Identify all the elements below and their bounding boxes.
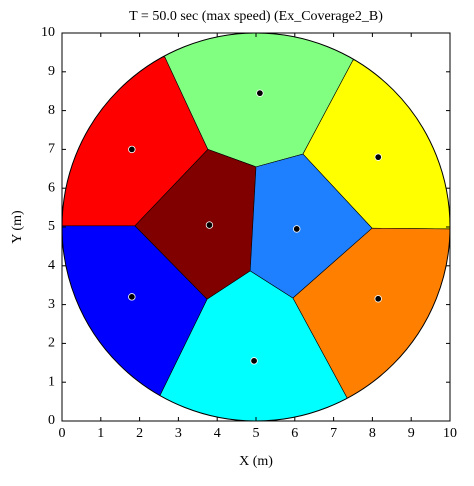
y-tick-label: 8 [48,103,55,118]
x-tick-label: 10 [443,426,457,441]
x-tick-label: 2 [136,426,143,441]
x-tick-label: 7 [330,426,337,441]
agent-point [374,295,382,303]
y-tick-label: 9 [48,64,55,79]
x-tick-label: 6 [291,426,298,441]
y-tick-label: 3 [48,297,55,312]
agent-point [205,221,214,229]
x-tick-label: 4 [214,426,221,441]
agent-point [256,89,264,97]
y-tick-label: 1 [48,374,55,389]
y-tick-label: 6 [48,180,55,195]
y-tick-label: 10 [41,25,55,40]
x-axis-label: X (m) [239,454,273,469]
agent-point [250,357,258,365]
agent-point [128,293,136,301]
x-tick-label: 0 [59,426,66,441]
y-tick-label: 5 [48,219,55,234]
x-tick-label: 5 [253,426,260,441]
y-tick-label: 2 [48,336,55,351]
x-tick-label: 8 [369,426,376,441]
y-tick-label: 4 [48,258,55,273]
agent-point [293,225,301,233]
agent-point [128,145,136,154]
y-tick-label: 7 [48,142,55,157]
region [249,153,373,299]
x-tick-label: 9 [408,426,415,441]
x-tick-label: 1 [97,426,104,441]
y-tick-label: 0 [48,413,55,428]
y-axis-label: Y (m) [10,210,25,244]
x-tick-label: 3 [175,426,182,441]
agent-point [374,153,382,161]
chart-title: T = 50.0 sec (max speed) (Ex_Coverage2_B… [129,9,383,24]
